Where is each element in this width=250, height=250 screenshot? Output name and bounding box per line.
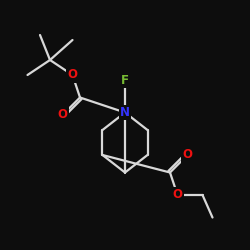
Text: O: O [68, 68, 78, 82]
Text: O: O [172, 188, 182, 202]
Text: O: O [182, 148, 192, 162]
Text: O: O [58, 108, 68, 122]
Text: F: F [121, 74, 129, 86]
Text: N: N [120, 106, 130, 119]
